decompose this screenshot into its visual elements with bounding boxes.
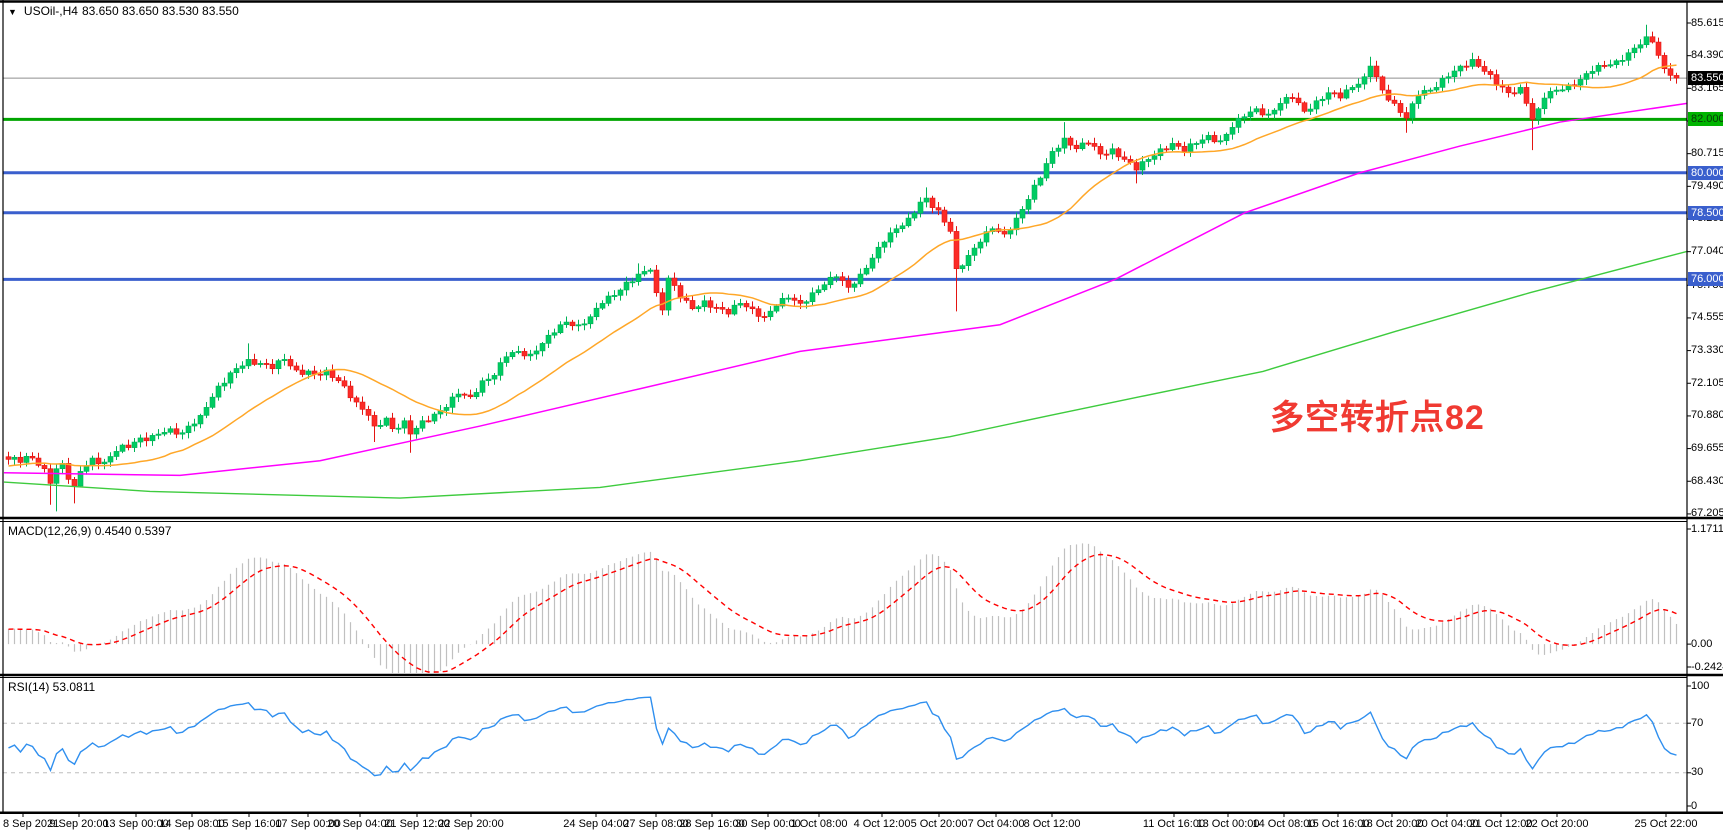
time-axis-label: 5 Oct 20:00 — [910, 818, 968, 830]
price-tick-label: 77.040 — [1691, 245, 1723, 258]
rsi-label: RSI(14) 53.0811 — [8, 680, 96, 694]
time-axis-label: 21 Sep 12:00 — [384, 818, 450, 830]
time-axis-label: 14 Sep 08:00 — [159, 818, 225, 830]
time-axis-label: 15 Sep 16:00 — [216, 818, 282, 830]
main-chart-region[interactable] — [3, 3, 1687, 517]
time-axis-label: 15 Oct 16:00 — [1306, 818, 1370, 830]
time-axis-label: 24 Sep 04:00 — [563, 818, 629, 830]
price-tick-label: 73.330 — [1691, 344, 1723, 357]
price-tick-label: 70.880 — [1691, 409, 1723, 422]
chart-text-annotation[interactable]: 多空转折点82 — [1270, 399, 1485, 437]
ohlc-values: 83.650 83.650 83.530 83.550 — [81, 4, 239, 18]
time-axis-label: 28 Sep 16:00 — [679, 818, 745, 830]
price-tick-label: 67.205 — [1691, 507, 1723, 520]
time-axis-label: 25 Oct 22:00 — [1634, 818, 1698, 830]
rsi-axis-label: 30 — [1691, 766, 1704, 779]
time-axis-label: 21 Oct 12:00 — [1469, 818, 1533, 830]
rsi-axis-label: 0 — [1691, 799, 1698, 812]
price-tick-label: 85.615 — [1691, 16, 1723, 29]
time-axis-label: 13 Oct 00:00 — [1196, 818, 1260, 830]
price-badge: 83.550 — [1688, 71, 1723, 86]
symbol-period-label: USOil-,H4 — [23, 4, 78, 18]
rsi-axis-label: 100 — [1691, 679, 1710, 692]
price-badge: 82.000 — [1688, 112, 1723, 127]
chart-menu-toggle-icon[interactable]: ▼ — [8, 7, 17, 17]
time-axis-label: 7 Oct 04:00 — [967, 818, 1025, 830]
macd-panel-region[interactable] — [3, 521, 1687, 674]
rsi-axis-label: 70 — [1691, 716, 1704, 729]
price-tick-label: 69.655 — [1691, 442, 1723, 455]
rsi-panel-region[interactable] — [3, 677, 1687, 812]
time-axis-label: 30 Sep 00:00 — [735, 818, 801, 830]
time-axis-label: 11 Oct 16:00 — [1142, 818, 1206, 830]
price-badge: 80.000 — [1688, 165, 1723, 180]
time-axis-label: 9 Sep 20:00 — [49, 818, 109, 830]
price-tick-label: 84.390 — [1691, 49, 1723, 62]
macd-label: MACD(12,26,9) 0.4540 0.5397 — [8, 524, 172, 538]
macd-axis-label: 0.00 — [1691, 637, 1713, 650]
price-badge: 78.500 — [1688, 205, 1723, 220]
chart-title: ▼ USOil-,H4 83.650 83.650 83.530 83.550 — [8, 4, 243, 18]
time-axis-label: 17 Sep 00:00 — [275, 818, 341, 830]
time-axis-label: 1 Oct 08:00 — [790, 818, 848, 830]
time-axis-label: 22 Oct 20:00 — [1525, 818, 1589, 830]
macd-axis-label: -0.2424 — [1691, 660, 1723, 673]
price-tick-label: 68.430 — [1691, 474, 1723, 487]
price-tick-label: 79.490 — [1691, 179, 1723, 192]
price-tick-label: 80.715 — [1691, 147, 1723, 160]
time-axis-label: 18 Oct 20:00 — [1360, 818, 1424, 830]
time-axis-label: 20 Sep 04:00 — [327, 818, 393, 830]
time-axis-label: 20 Oct 04:00 — [1415, 818, 1479, 830]
time-axis-label: 8 Sep 2021 — [3, 818, 60, 830]
time-axis-label: 13 Sep 00:00 — [103, 818, 169, 830]
price-tick-label: 72.105 — [1691, 376, 1723, 389]
time-axis-label: 27 Sep 08:00 — [623, 818, 689, 830]
macd-axis-label: 1.1711 — [1691, 522, 1723, 535]
time-axis-label: 8 Oct 12:00 — [1023, 818, 1081, 830]
time-axis-label: 14 Oct 08:00 — [1252, 818, 1316, 830]
time-axis-label: 4 Oct 12:00 — [853, 818, 911, 830]
time-axis-label: 22 Sep 20:00 — [438, 818, 504, 830]
price-tick-label: 74.555 — [1691, 311, 1723, 324]
price-badge: 76.000 — [1688, 272, 1723, 287]
